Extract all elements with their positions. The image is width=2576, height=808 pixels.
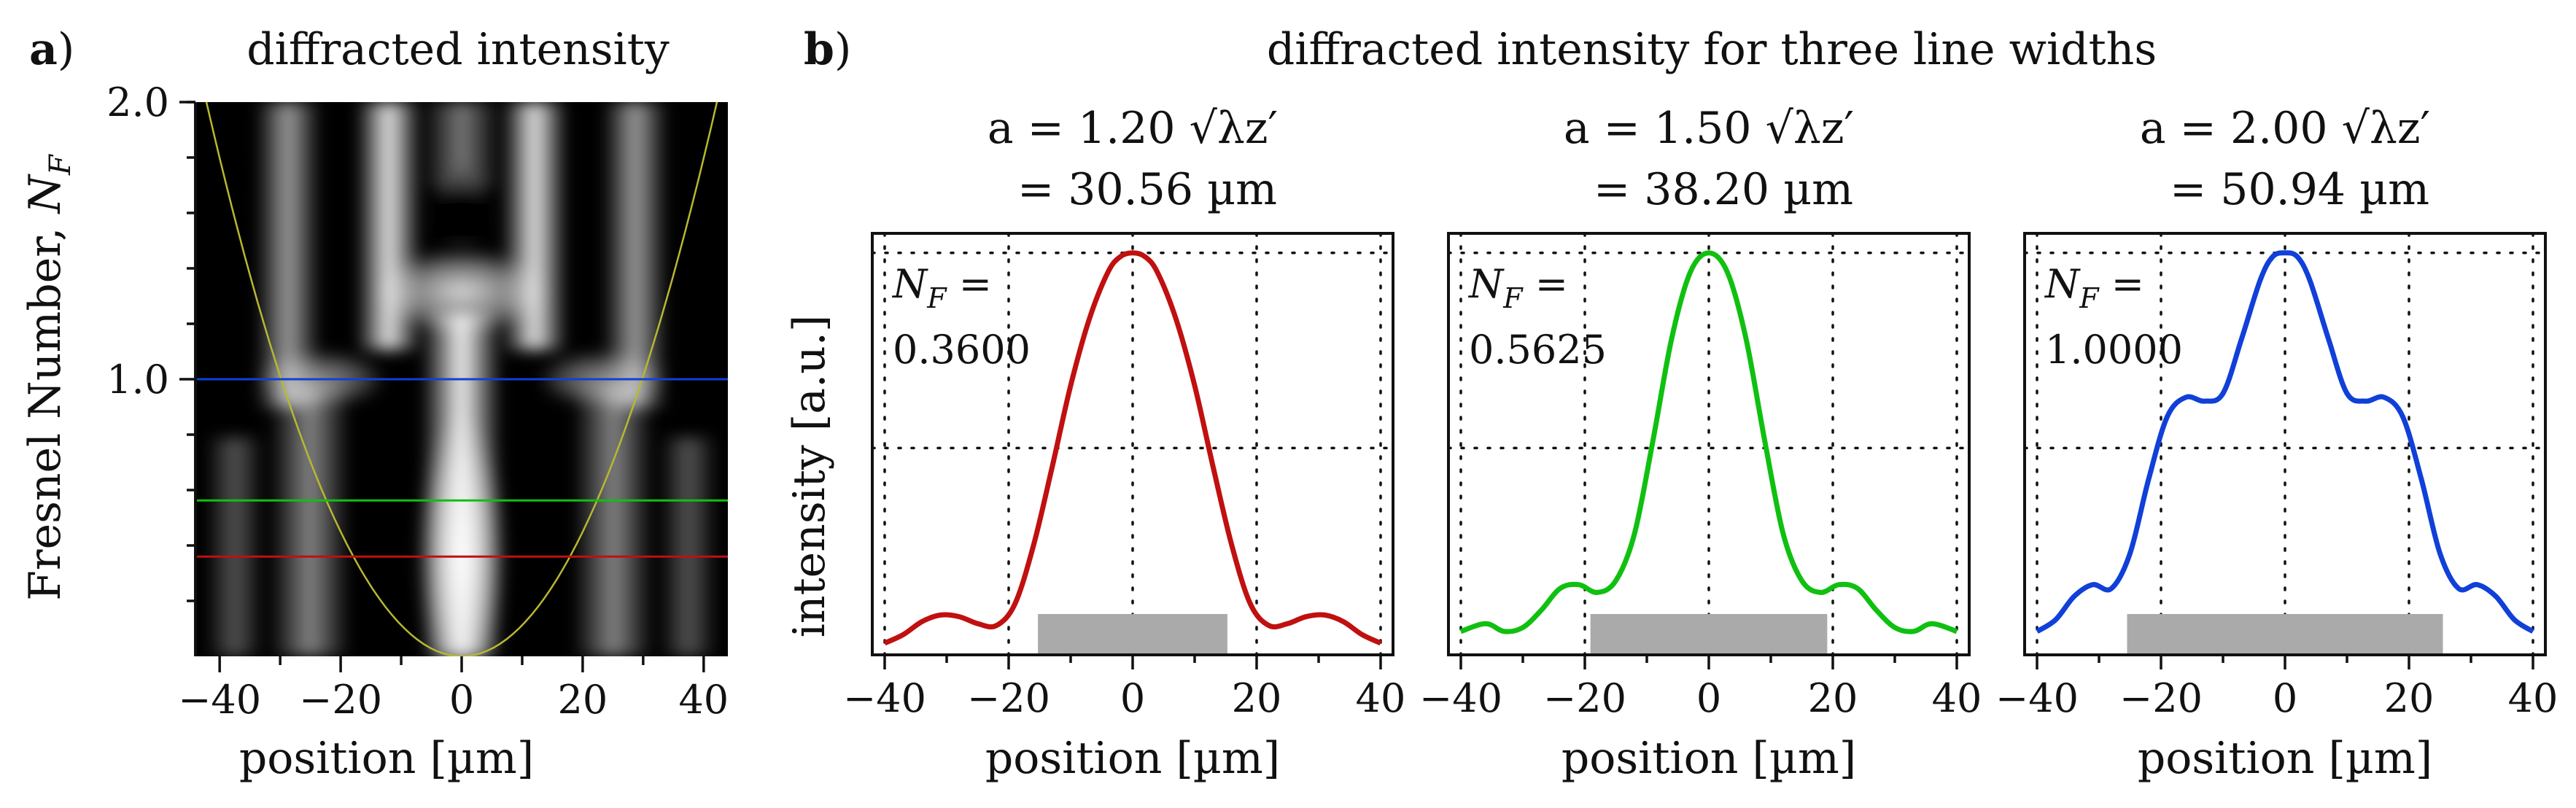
x-tick-label: 0 [2273, 675, 2297, 721]
subplot-title-width: a = 1.50 √λz′ [1564, 103, 1854, 154]
panel-b-y-label: intensity [a.u.] [784, 315, 835, 638]
fresnel-number-label: NF = [1467, 261, 1568, 314]
subplot-title-width: a = 2.00 √λz′ [2140, 103, 2430, 154]
slit-width-bar [1038, 614, 1227, 655]
subplot-x-label: position [µm] [2138, 733, 2432, 784]
fresnel-number-value: 0.5625 [1469, 327, 1607, 373]
subplot-title-width: a = 1.20 √λz′ [988, 103, 1278, 154]
heatmap-image [195, 102, 728, 656]
fresnel-lines [195, 378, 728, 558]
heatmap-y-ticks: 1.0 2.0 [106, 79, 195, 602]
heatmap-x-ticks: −40 −20 0 20 40 [178, 656, 729, 723]
subplot-x-label: position [µm] [1561, 733, 1856, 784]
panel-a-label: a) [29, 24, 74, 75]
x-tick-label: −40 [1419, 675, 1502, 721]
heatmap-x-tick-label: −20 [299, 677, 382, 723]
heatmap-x-tick-label: −40 [178, 677, 261, 723]
panel-b: b) diffracted intensity for three line w… [784, 24, 2558, 784]
subplot-b3: a = 2.00 √λz′ = 50.94 µm −40 −20 0 20 40 positi… [1995, 103, 2558, 784]
fresnel-number-label: NF = [891, 261, 992, 314]
x-tick-label: 40 [1932, 675, 1982, 721]
x-tick-label: −20 [967, 675, 1050, 721]
fresnel-number-label: NF = [2044, 261, 2144, 314]
intensity-curve-blue [2036, 250, 2534, 634]
heatmap-x-tick-label: 20 [558, 677, 608, 723]
x-tick-label: −40 [843, 675, 926, 721]
x-tick-label: 20 [1808, 675, 1858, 721]
fresnel-number-value: 1.0000 [2045, 327, 2183, 373]
x-tick-label: −40 [1995, 675, 2079, 721]
heatmap-x-tick-label: 0 [449, 677, 474, 723]
x-tick-label: 40 [1356, 675, 1406, 721]
x-tick-label: 20 [2384, 675, 2435, 721]
slit-width-bar [2127, 614, 2443, 655]
subplot-title-micron: = 50.94 µm [2170, 164, 2429, 215]
panel-a: a) diffracted intensity [20, 24, 729, 784]
x-tick-label: −20 [1543, 675, 1626, 721]
panel-b-title: diffracted intensity for three line widt… [1267, 24, 2157, 75]
x-tick-label: −20 [2119, 675, 2203, 721]
heatmap-y-label: Fresnel Number, NF [20, 154, 77, 601]
heatmap-y-tick-label: 1.0 [106, 357, 169, 403]
panel-b-label: b) [804, 24, 851, 75]
fresnel-number-value: 0.3600 [893, 327, 1031, 373]
slit-width-bar [1590, 614, 1828, 655]
subplot-title-micron: = 30.56 µm [1017, 164, 1277, 215]
subplot-b2: a = 1.50 √λz′ = 38.20 µm −40 −20 0 20 40 positi… [1419, 103, 1982, 784]
panel-a-title: diffracted intensity [247, 24, 670, 75]
intensity-curve-green [1459, 250, 1958, 634]
heatmap-x-tick-label: 40 [678, 677, 729, 723]
heatmap-x-label: position [µm] [239, 733, 534, 784]
subplot-b1: a = 1.20 √λz′ = 30.56 µm −40 −20 0 20 40 positi… [843, 103, 1405, 784]
heatmap-y-tick-label: 2.0 [106, 79, 169, 125]
x-tick-label: 0 [1120, 675, 1145, 721]
subplot-title-micron: = 38.20 µm [1594, 164, 1853, 215]
envelope-curve [205, 102, 718, 656]
x-tick-label: 0 [1696, 675, 1721, 721]
subplot-x-label: position [µm] [985, 733, 1280, 784]
x-tick-label: 40 [2508, 675, 2558, 721]
x-tick-label: 20 [1232, 675, 1282, 721]
subplots: a = 1.20 √λz′ = 30.56 µm −40 −20 0 20 40 positi… [843, 103, 2558, 784]
intensity-curve-red [883, 250, 1382, 646]
